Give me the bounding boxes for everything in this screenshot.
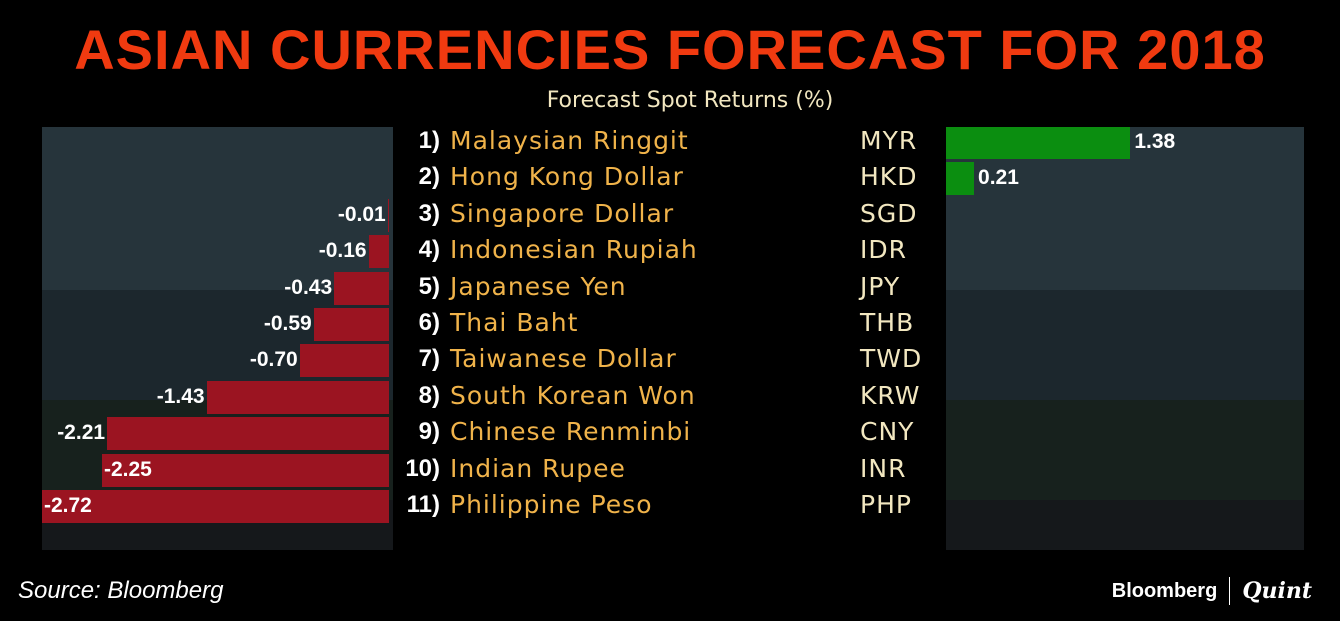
negative-returns-panel: -0.01 -0.16 -0.43 -0.59 -0.70 -1.43 -2.21 -2.25… (42, 127, 393, 550)
negative-bar (387, 198, 389, 232)
rank-label: 9) (418, 418, 440, 446)
positive-bar (946, 127, 1131, 159)
bar-value-label: 0.21 (978, 166, 1019, 190)
currency-code: MYR (860, 126, 918, 155)
bar-value-label: -0.01 (337, 202, 386, 226)
bar-value-label: -2.21 (57, 421, 106, 445)
currency-code: PHP (860, 490, 912, 519)
rank-label: 3) (418, 199, 440, 227)
currency-row: 4) Indonesian Rupiah IDR (370, 233, 930, 267)
bar-value-label: 1.38 (1134, 130, 1176, 153)
currency-name: Indonesian Rupiah (450, 235, 698, 265)
negative-bar (299, 344, 389, 378)
currency-row: 2) Hong Kong Dollar HKD (370, 160, 930, 194)
negative-bar (334, 271, 389, 305)
currency-code: IDR (860, 235, 907, 265)
currency-name: Singapore Dollar (450, 198, 675, 228)
chart-title: ASIAN CURRENCIES FORECAST FOR 2018 (74, 18, 1266, 81)
negative-bar (42, 490, 389, 523)
rank-label: 6) (418, 309, 440, 336)
panel-band (42, 127, 393, 290)
currency-code: TWD (860, 344, 923, 374)
currency-code: KRW (860, 380, 921, 410)
positive-returns-panel: 1.38 0.21 (946, 127, 1304, 550)
bar-value-label: -0.59 (263, 312, 312, 335)
currency-name: Hong Kong Dollar (450, 162, 684, 192)
currency-name: Taiwanese Dollar (450, 344, 677, 374)
rank-label: 10) (405, 454, 440, 482)
negative-bar (107, 417, 389, 451)
currency-name: Philippine Peso (450, 490, 653, 519)
bar-value-label: -1.43 (156, 384, 205, 408)
currency-code: INR (860, 453, 907, 483)
currency-row: 7) Taiwanese Dollar TWD (370, 342, 930, 376)
bar-value-label: -0.70 (249, 348, 298, 372)
currency-row: 3) Singapore Dollar SGD (370, 197, 930, 231)
bar-value-label: -2.25 (103, 457, 152, 481)
currency-name: South Korean Won (450, 380, 696, 410)
brand-name-left: Bloomberg (1111, 579, 1218, 602)
brand-name-right: Quint (1242, 578, 1312, 604)
brand-logo: Bloomberg Quint (1112, 574, 1312, 608)
currency-row: 11) Philippine Peso PHP (370, 488, 930, 522)
currency-row: 10) Indian Rupee INR (370, 452, 930, 486)
currency-code: SGD (860, 198, 918, 228)
currency-row: 8) South Korean Won KRW (370, 379, 930, 413)
rank-label: 8) (418, 381, 440, 409)
currency-name: Chinese Renminbi (450, 417, 692, 447)
source-note: Source: Bloomberg (18, 577, 224, 604)
currency-name: Indian Rupee (450, 453, 626, 483)
rank-label: 1) (418, 127, 440, 154)
chart-subtitle: Forecast Spot Returns (%) (546, 88, 834, 113)
rank-label: 11) (406, 491, 440, 518)
currency-code: THB (860, 308, 915, 337)
brand-divider (1229, 577, 1231, 605)
panel-band (946, 400, 1304, 500)
bar-value-label: -0.16 (318, 239, 367, 263)
currency-name: Malaysian Ringgit (450, 126, 689, 155)
currency-code: HKD (860, 162, 918, 192)
panel-band (946, 500, 1304, 550)
rank-label: 4) (418, 236, 440, 264)
currency-row: 1) Malaysian Ringgit MYR (370, 124, 930, 158)
negative-bar (206, 380, 389, 414)
currency-row: 9) Chinese Renminbi CNY (370, 415, 930, 449)
negative-bar (313, 308, 389, 341)
negative-bar (101, 453, 389, 487)
positive-bar (946, 162, 975, 196)
bar-value-label: -2.72 (44, 494, 92, 517)
bar-value-label: -0.43 (284, 275, 333, 299)
currency-name: Japanese Yen (450, 271, 627, 301)
currency-code: JPY (860, 271, 901, 301)
negative-bar (368, 235, 389, 269)
rank-label: 5) (418, 272, 440, 300)
currency-code: CNY (860, 417, 915, 447)
currency-name: Thai Baht (450, 308, 579, 337)
currency-row: 5) Japanese Yen JPY (370, 270, 930, 304)
panel-band (946, 290, 1304, 400)
currency-row: 6) Thai Baht THB (370, 306, 930, 340)
rank-label: 2) (418, 163, 440, 191)
rank-label: 7) (418, 345, 440, 373)
